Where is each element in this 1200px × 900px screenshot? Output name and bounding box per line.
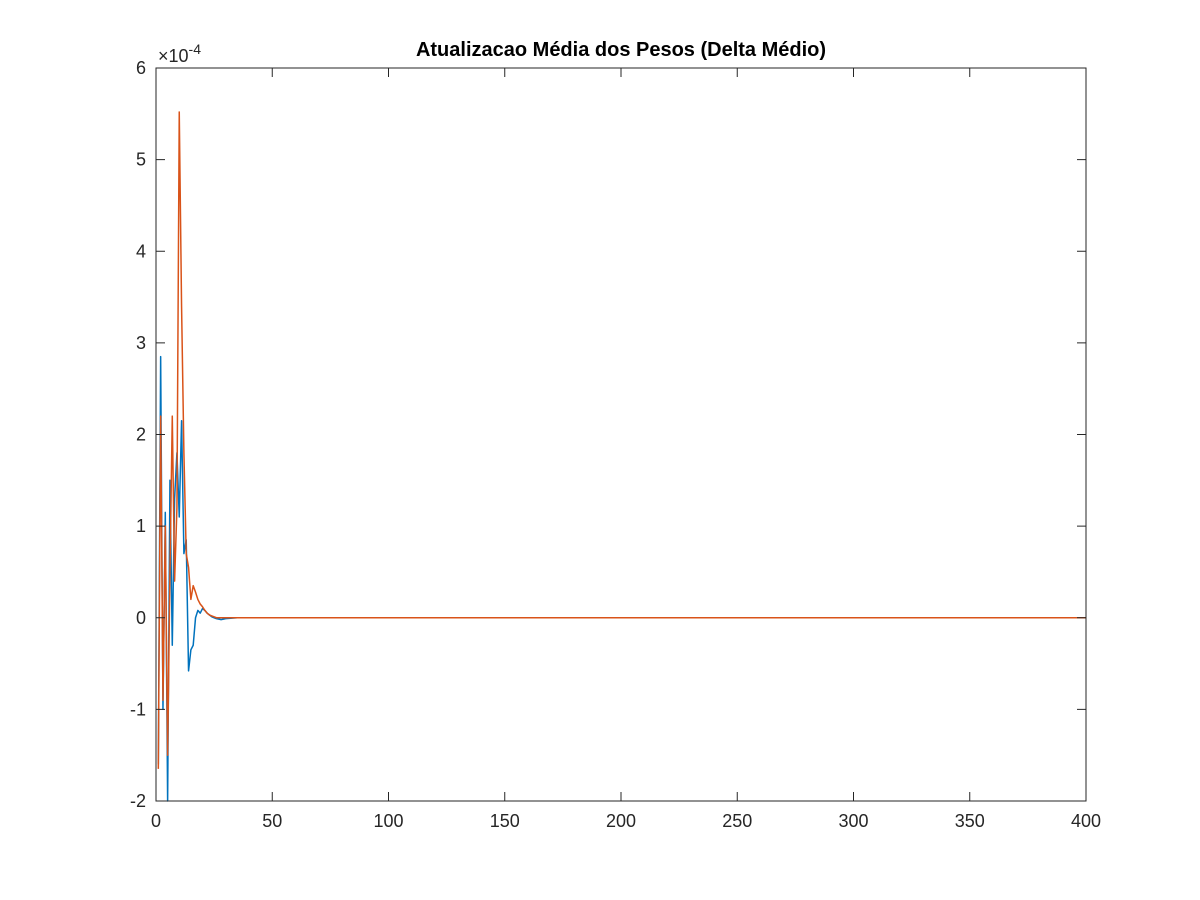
y-tick-label: 1 xyxy=(136,516,146,536)
series-line-1 xyxy=(157,355,1086,802)
x-tick-label: 250 xyxy=(722,811,752,831)
y-tick-label: -2 xyxy=(130,791,146,811)
y-tick-label: 2 xyxy=(136,425,146,445)
plot-area xyxy=(156,68,1086,801)
x-tick-label: 0 xyxy=(151,811,161,831)
chart-title: Atualizacao Média dos Pesos (Delta Médio… xyxy=(416,39,826,61)
x-tick-label: 350 xyxy=(955,811,985,831)
y-tick-label: -1 xyxy=(130,699,146,719)
y-tick-label: 4 xyxy=(136,241,146,261)
y-tick-label: 6 xyxy=(136,58,146,78)
y-tick-label: 5 xyxy=(136,150,146,170)
x-tick-label: 150 xyxy=(490,811,520,831)
series-line-2 xyxy=(157,111,1086,769)
y-tick-label: 0 xyxy=(136,608,146,628)
x-tick-label: 200 xyxy=(606,811,636,831)
series-layer xyxy=(157,111,1086,802)
y-exponent-base: ×10 xyxy=(158,46,189,66)
y-exponent-label: ×10-4 xyxy=(158,41,201,66)
x-tick-label: 50 xyxy=(262,811,282,831)
x-tick-label: 300 xyxy=(838,811,868,831)
x-tick-label: 100 xyxy=(373,811,403,831)
y-tick-label: 3 xyxy=(136,333,146,353)
y-exponent-power: -4 xyxy=(189,41,202,57)
ticks-layer: 0 50 100 150 200 250 300 350 400 -2 -1 0 1 2 3 4 5 6 xyxy=(130,58,1101,831)
x-tick-label: 400 xyxy=(1071,811,1101,831)
